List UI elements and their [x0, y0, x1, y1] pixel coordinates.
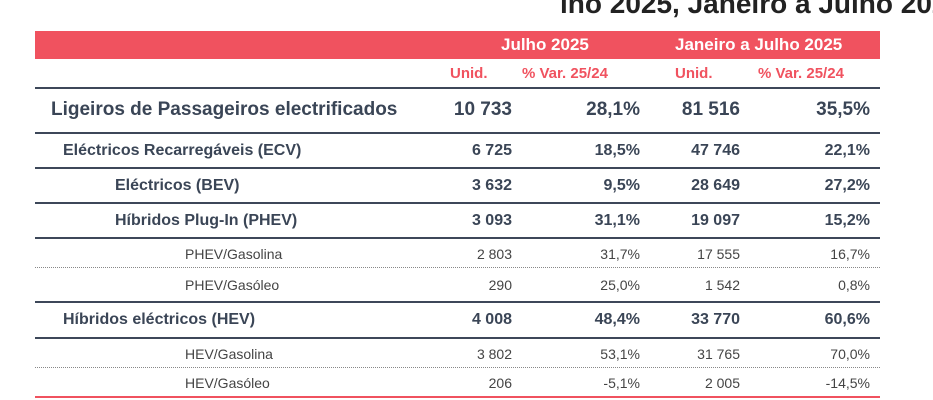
cell-unid-ytd: 33 770	[691, 311, 740, 328]
cell-unid-july: 3 802	[476, 346, 512, 362]
table-row: HEV/Gasóleo 206 -5,1% 2 005 -14,5%	[35, 368, 880, 398]
cell-unid-july: 2 803	[476, 246, 512, 262]
cell-var-july: 48,4%	[594, 311, 640, 328]
cell-var-july: 28,1%	[586, 99, 640, 120]
cell-var-july: 18,5%	[594, 142, 640, 159]
cell-unid-ytd: 28 649	[691, 177, 740, 194]
table-row: Eléctricos (BEV) 3 632 9,5% 28 649 27,2%	[35, 169, 880, 204]
col-var-july: % Var. 25/24	[522, 65, 608, 82]
table-row: Eléctricos Recarregáveis (ECV) 6 725 18,…	[35, 134, 880, 169]
cell-var-july: 53,1%	[600, 346, 640, 362]
cell-unid-ytd: 1 542	[704, 277, 740, 293]
row-label: HEV/Gasolina	[185, 346, 273, 362]
row-label: Eléctricos Recarregáveis (ECV)	[63, 142, 302, 159]
cell-var-ytd: 0,8%	[838, 277, 870, 293]
cell-var-ytd: 16,7%	[830, 246, 870, 262]
cell-unid-july: 6 725	[471, 142, 512, 159]
row-label: PHEV/Gasóleo	[185, 277, 280, 293]
cell-unid-ytd: 19 097	[691, 212, 740, 229]
cell-var-july: 31,1%	[594, 212, 640, 229]
subheader-row: Unid. % Var. 25/24 Unid. % Var. 25/24	[35, 59, 880, 89]
cell-var-ytd: 22,1%	[824, 142, 870, 159]
table-row: Híbridos Plug-In (PHEV) 3 093 31,1% 19 0…	[35, 204, 880, 239]
cell-unid-ytd: 81 516	[681, 99, 740, 120]
cell-var-ytd: 70,0%	[830, 346, 870, 362]
cell-var-july: 31,7%	[600, 246, 640, 262]
cell-var-ytd: 27,2%	[824, 177, 870, 194]
row-label: Ligeiros de Passageiros electrificados	[51, 99, 398, 120]
cell-var-july: 9,5%	[603, 177, 640, 194]
cell-var-ytd: 15,2%	[824, 212, 870, 229]
table-row: PHEV/Gasolina 2 803 31,7% 17 555 16,7%	[35, 239, 880, 268]
cell-unid-ytd: 2 005	[704, 375, 740, 391]
cell-var-july: 25,0%	[600, 277, 640, 293]
cell-unid-july: 4 008	[471, 311, 512, 328]
row-label: Híbridos eléctricos (HEV)	[63, 311, 256, 328]
table-row: Híbridos eléctricos (HEV) 4 008 48,4% 33…	[35, 303, 880, 339]
table-row: PHEV/Gasóleo 290 25,0% 1 542 0,8%	[35, 268, 880, 303]
cell-var-july: -5,1%	[603, 375, 640, 391]
cell-unid-july: 290	[488, 277, 512, 293]
cell-unid-july: 3 632	[471, 177, 512, 194]
header-period-july: Julho 2025	[501, 35, 589, 54]
col-unid-july: Unid.	[450, 65, 488, 82]
cell-unid-july: 10 733	[453, 99, 512, 120]
table-row: HEV/Gasolina 3 802 53,1% 31 765 70,0%	[35, 339, 880, 368]
cell-unid-ytd: 31 765	[697, 346, 740, 362]
table-row: Ligeiros de Passageiros electrificados 1…	[35, 89, 880, 134]
cell-unid-ytd: 17 555	[697, 246, 740, 262]
header-period-ytd: Janeiro a Julho 2025	[675, 35, 843, 54]
cell-unid-ytd: 47 746	[691, 142, 740, 159]
row-label: PHEV/Gasolina	[185, 246, 283, 262]
header-bar: Julho 2025 Janeiro a Julho 2025	[35, 31, 880, 59]
row-label: Eléctricos (BEV)	[115, 177, 240, 194]
cell-var-ytd: 35,5%	[816, 99, 870, 120]
cell-unid-july: 3 093	[471, 212, 512, 229]
title-fragment: lho 2025, Janeiro a Julho 2025 e g	[560, 0, 933, 18]
col-var-ytd: % Var. 25/24	[758, 65, 844, 82]
row-label: HEV/Gasóleo	[185, 375, 270, 391]
cell-var-ytd: 60,6%	[824, 311, 870, 328]
cell-var-ytd: -14,5%	[825, 375, 870, 391]
col-unid-ytd: Unid.	[675, 65, 713, 82]
cell-unid-july: 206	[488, 375, 512, 391]
row-label: Híbridos Plug-In (PHEV)	[115, 212, 298, 229]
